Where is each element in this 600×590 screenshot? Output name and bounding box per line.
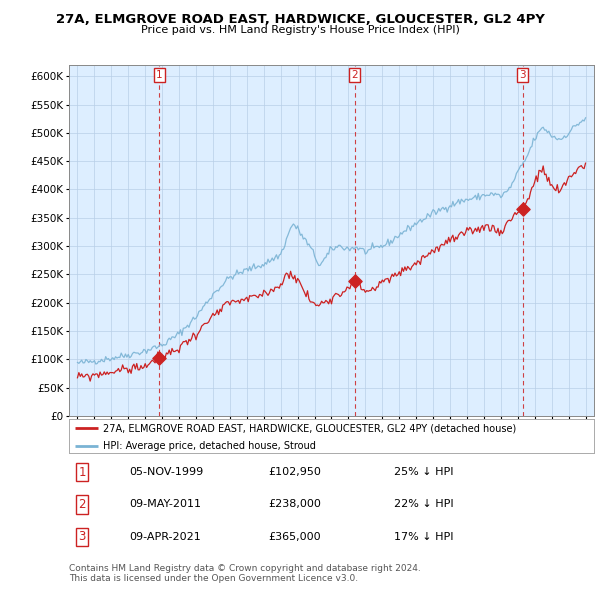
Text: 1: 1 [79, 466, 86, 478]
Text: 09-MAY-2011: 09-MAY-2011 [130, 500, 202, 509]
Text: 09-APR-2021: 09-APR-2021 [130, 532, 201, 542]
Point [350, 277, 359, 286]
Text: 22% ↓ HPI: 22% ↓ HPI [395, 500, 454, 509]
Text: 17% ↓ HPI: 17% ↓ HPI [395, 532, 454, 542]
Text: 3: 3 [79, 530, 86, 543]
Text: 2: 2 [351, 70, 358, 80]
Text: 3: 3 [519, 70, 526, 80]
Point [518, 205, 527, 214]
Text: £238,000: £238,000 [269, 500, 322, 509]
Text: 27A, ELMGROVE ROAD EAST, HARDWICKE, GLOUCESTER, GL2 4PY: 27A, ELMGROVE ROAD EAST, HARDWICKE, GLOU… [56, 13, 544, 26]
Text: HPI: Average price, detached house, Stroud: HPI: Average price, detached house, Stro… [103, 441, 316, 451]
Text: 05-NOV-1999: 05-NOV-1999 [130, 467, 203, 477]
Text: 1: 1 [156, 70, 163, 80]
Text: £365,000: £365,000 [269, 532, 321, 542]
Text: £102,950: £102,950 [269, 467, 322, 477]
Text: Contains HM Land Registry data © Crown copyright and database right 2024.
This d: Contains HM Land Registry data © Crown c… [69, 563, 421, 583]
Point [154, 353, 164, 362]
Text: Price paid vs. HM Land Registry's House Price Index (HPI): Price paid vs. HM Land Registry's House … [140, 25, 460, 35]
Text: 25% ↓ HPI: 25% ↓ HPI [395, 467, 454, 477]
Text: 2: 2 [79, 498, 86, 511]
Text: 27A, ELMGROVE ROAD EAST, HARDWICKE, GLOUCESTER, GL2 4PY (detached house): 27A, ELMGROVE ROAD EAST, HARDWICKE, GLOU… [103, 423, 517, 433]
